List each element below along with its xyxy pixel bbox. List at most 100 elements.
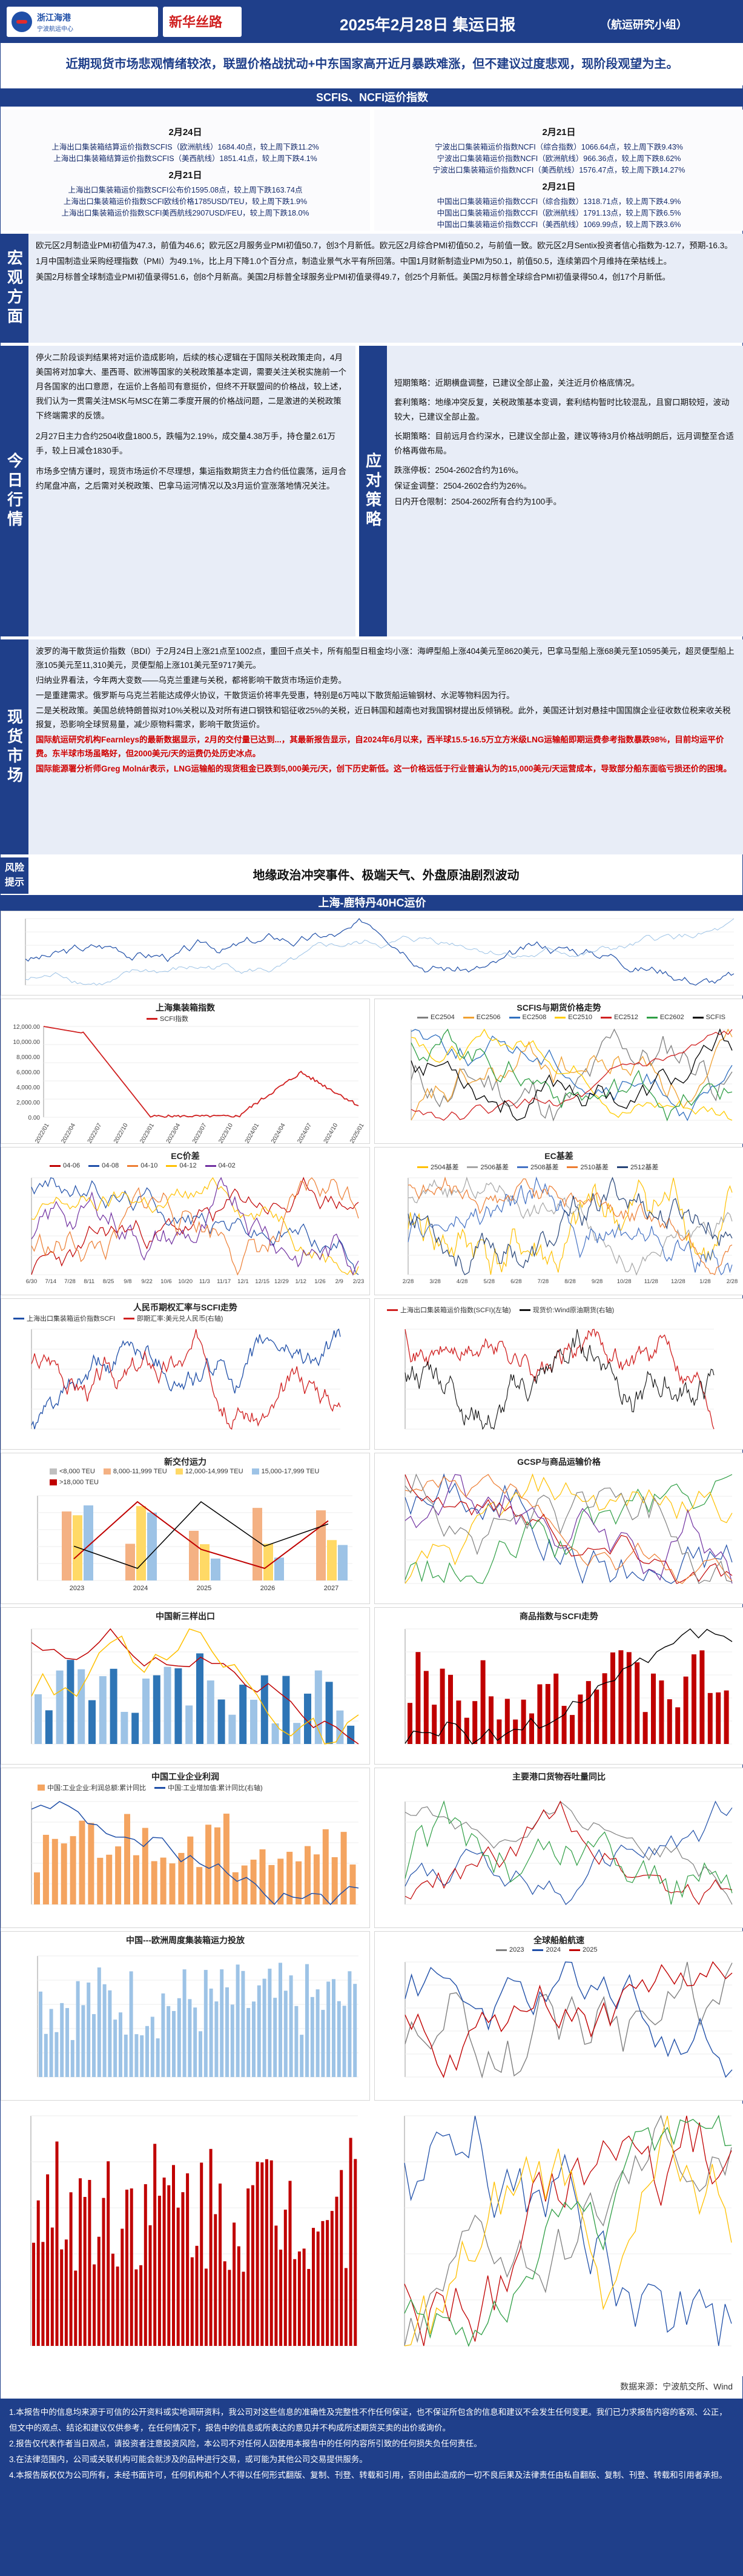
ind-bar <box>42 1835 49 1904</box>
chart-legend: SCFI指数 <box>147 1014 188 1023</box>
ec-x-tick: 9/8 <box>124 1278 131 1285</box>
ind-bar <box>277 1858 284 1904</box>
eu-bar <box>81 2005 85 2077</box>
extra-bar <box>41 2242 45 2346</box>
port-bar <box>651 1673 656 1744</box>
extra-bar <box>204 2268 208 2346</box>
extra-bar <box>176 2207 180 2346</box>
port-bar <box>537 1684 543 1744</box>
tri-bar <box>56 1670 64 1744</box>
ind-bar <box>305 1846 311 1904</box>
legend-item: EC2508 <box>509 1014 546 1021</box>
nb-bar <box>147 1512 157 1580</box>
ind-bar <box>178 1852 185 1904</box>
extra-series-line <box>404 2115 732 2346</box>
chart-legend: 2504基差 2506基差 2508基差 2510基差 2512基差 <box>417 1162 658 1172</box>
spot-text-block: 波罗的海干散货运价指数（BDI）于2月24日上涨21点至1002点，重回千点关卡… <box>28 639 743 854</box>
index-section-bar: SCFIS、NCFI运价指数 <box>1 88 743 107</box>
logo-b-name: 新华丝路 <box>169 15 223 30</box>
today-para: 停火二阶段谈判结果将对运价造成影响，后续的核心逻辑在于国际关税政策走向，4月美国… <box>36 353 346 420</box>
chart-title: 上海集装箱指数 <box>156 1003 215 1012</box>
nb-x-tick: 2025 <box>197 1585 211 1592</box>
ci-x-tick: 2023/04 <box>165 1122 182 1144</box>
extra-bar <box>195 2245 199 2346</box>
ec-series-line <box>31 1177 359 1276</box>
basis-x-tick: 2/28 <box>403 1278 414 1285</box>
port-bar <box>610 1652 615 1744</box>
report-header: 浙江海港 宁波航运中心 新华丝路 2025年2月28日 集运日报 （航运研究小组… <box>1 1 743 43</box>
eu-bar <box>241 1970 245 2077</box>
extra-bar <box>139 2265 143 2346</box>
ec-x-tick: 10/20 <box>178 1278 193 1285</box>
extra-bar <box>321 2221 325 2346</box>
legend-item: 04-06 <box>50 1162 80 1169</box>
ci-x-tick: 2022/10 <box>113 1122 130 1144</box>
nb-bar <box>84 1505 93 1580</box>
eu-bar <box>326 1981 331 2077</box>
eu-bar <box>236 1964 240 2077</box>
eu-bar <box>348 1971 352 2077</box>
port-bar <box>561 1706 567 1744</box>
extra-bar <box>157 2196 161 2346</box>
extra-bar <box>116 2266 119 2346</box>
chart-title: EC价差 <box>171 1151 200 1161</box>
gcsp-series-line <box>405 1474 733 1584</box>
tri-bar <box>153 1675 160 1744</box>
port-bar <box>497 1719 502 1744</box>
index-line: 上海出口集装箱运价指数SCFI公布价1595.08点，较上周下跌163.74点 <box>68 186 303 194</box>
nb-bar <box>189 1530 199 1580</box>
eu-bar <box>145 2026 149 2077</box>
extra-bar <box>125 2189 128 2346</box>
ci-x-tick: 2022/04 <box>60 1122 77 1144</box>
extra-bar <box>209 2148 213 2346</box>
ec-x-tick: 1/12 <box>295 1278 306 1285</box>
port-bar <box>570 1715 575 1744</box>
extra-bar <box>88 2179 91 2346</box>
chart-title: EC基差 <box>544 1151 573 1161</box>
legend-item: 现货价:Wind原油期货(右轴) <box>519 1305 614 1315</box>
report-headline: 近期现货市场悲观情绪较浓，联盟价格战扰动+中东国家高开近月暴跌难涨，但不建议过度… <box>1 43 743 85</box>
extra-bar <box>274 2225 278 2346</box>
tri-bar <box>88 1700 96 1744</box>
mainport-chart: 主要港口货物吞吐量同比 <box>374 1768 743 1928</box>
eu-bar <box>54 2032 59 2077</box>
extra-bar <box>172 2165 175 2346</box>
ec-x-tick: 7/28 <box>64 1278 76 1285</box>
tri-bar <box>347 1725 355 1744</box>
oil-series-line-1 <box>405 1329 715 1430</box>
eu-bar <box>252 2001 256 2077</box>
strategy-text-block: 短期策略：近期横盘调整，已建议全部止盈，关注近月价格底情况。 套利策略：地缘冲突… <box>387 346 743 636</box>
basis-series-line <box>408 1177 733 1275</box>
eu-bar <box>315 1989 320 2077</box>
risk-text: 地缘政治冲突事件、极端天气、外盘原油剧烈波动 <box>253 869 520 882</box>
tri-bar <box>110 1668 117 1744</box>
nb-bar <box>62 1511 71 1580</box>
extra-bar <box>200 2162 203 2346</box>
nb-bar <box>253 1508 262 1580</box>
nb-trend-line <box>73 1501 329 1570</box>
eu-bar <box>92 2014 96 2077</box>
eu-bar <box>87 1982 91 2077</box>
extra-bar <box>46 2174 50 2346</box>
port-bar <box>529 1713 534 1744</box>
tri-bar <box>174 1668 182 1744</box>
index-line: 上海出口集装箱结算运价指数SCFIS（美西航线）1851.41点，较上周下跌4.… <box>53 154 317 163</box>
spot-highlight-para: 国际航运研究机构Fearnleys的最新数据显示，2月的交付量已达到...，其最… <box>36 735 724 758</box>
main-series-line <box>405 1800 733 1906</box>
disclaimer-para: 3.在法律范围内，公司或关联机构可能会就涉及的品种进行交易，或可能为其他公司交易… <box>9 2455 368 2464</box>
ship-speed-chart: 全球船舶航速 2023 2024 2025 <box>374 1931 743 2101</box>
eu-bar <box>257 1985 261 2077</box>
legend-item: 上海出口集装箱运价指数SCFI <box>13 1313 115 1323</box>
ind-bar <box>97 1857 104 1904</box>
port-series-line <box>405 1628 733 1745</box>
report-title: 2025年2月28日 集运日报 <box>340 16 516 34</box>
extra-bar <box>228 2270 231 2346</box>
disclaimer-para: 1.本报告中的信息均来源于可信的公开资料或实地调研资料，我公司对这些信息的准确性… <box>9 2408 727 2432</box>
basis-x-tick: 8/28 <box>564 1278 576 1285</box>
chart-title: 中国工业企业利润 <box>151 1772 219 1782</box>
tri-bar <box>293 1723 301 1744</box>
tri-bar <box>142 1678 150 1744</box>
eu-bar <box>279 1963 282 2077</box>
data-source: 数据来源：宁波航交所、Wind <box>620 2382 733 2391</box>
nb-x-tick: 2024 <box>133 1585 148 1592</box>
